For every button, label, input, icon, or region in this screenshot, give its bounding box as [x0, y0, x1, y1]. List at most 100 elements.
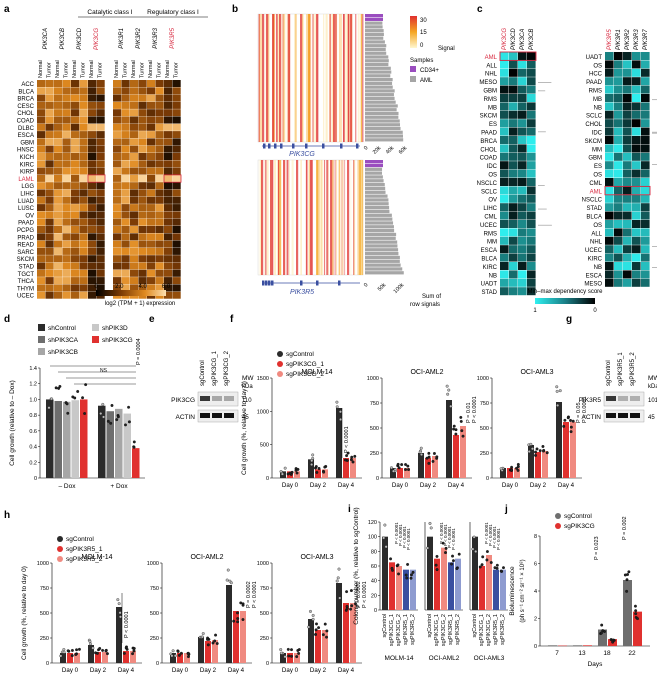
c-cell — [605, 77, 614, 86]
c-cell — [641, 236, 650, 245]
data-point — [290, 648, 293, 652]
i-xlabel: sgPIK3R5_1 — [493, 614, 499, 645]
sum-label-1: Sum of — [422, 294, 441, 300]
d-legend-label: shPIK3CB — [48, 349, 78, 356]
a-cell — [96, 204, 105, 212]
signal-colorbar — [410, 16, 417, 48]
c-row-label: STAD — [481, 290, 497, 296]
data-point — [116, 598, 120, 602]
c-cell — [518, 203, 527, 212]
data-point — [351, 460, 355, 464]
a-col-tumor: Tumor — [98, 62, 104, 78]
growth-bar — [240, 611, 246, 663]
c-cell — [527, 194, 536, 203]
panel-label-a: a — [4, 4, 10, 15]
c-cell — [527, 77, 536, 86]
a-cell — [155, 211, 164, 219]
a-cell — [130, 116, 139, 124]
y-tick: 20 — [371, 593, 377, 599]
growth-bar — [514, 468, 520, 478]
data-point — [215, 642, 219, 645]
a-cell — [164, 153, 173, 160]
growth-bar — [453, 435, 459, 478]
data-point — [410, 573, 413, 577]
blot-band-actin — [606, 413, 616, 418]
growth-pval: P = 0.0002 — [356, 581, 362, 608]
a-cell — [121, 160, 130, 168]
a-cell — [164, 269, 173, 277]
signal-stripe — [283, 14, 285, 142]
c-cell — [614, 186, 623, 195]
growth-bar — [280, 653, 286, 663]
c-cell — [641, 152, 650, 161]
row-sum-bar — [365, 55, 389, 59]
c-cell — [605, 220, 614, 228]
signal-stripe-strong — [300, 14, 303, 142]
c-cell — [605, 245, 614, 254]
c-cell — [500, 102, 509, 111]
a-cell — [54, 218, 63, 226]
data-point — [241, 618, 245, 621]
y-tick: 500 — [40, 611, 49, 617]
d-pval: P = 0.0004 — [136, 338, 142, 365]
data-point — [555, 385, 559, 389]
y-tick: 1000 — [257, 561, 269, 567]
signal-stripe — [336, 160, 338, 275]
data-point — [418, 450, 422, 454]
a-cell — [62, 211, 71, 219]
j-day: 18 — [603, 650, 611, 657]
c-leg-tick-1: 1 — [533, 308, 537, 314]
row-sum-bar — [365, 104, 398, 108]
a-cell — [37, 269, 46, 277]
row-sum-bar — [365, 255, 400, 260]
c-cell — [605, 60, 614, 69]
data-point — [345, 590, 349, 594]
y-tick: 250 — [260, 636, 269, 642]
a-cell — [62, 233, 71, 241]
y-tick: 500 — [150, 611, 159, 617]
c-cell — [623, 102, 632, 111]
a-cell — [45, 116, 54, 124]
growth-title: OCI-AML3 — [300, 554, 333, 561]
a-cell — [37, 101, 46, 109]
j-bar — [558, 645, 567, 647]
a-cell — [164, 101, 173, 109]
panel-b-signal-heatmaps: PIK3CG PIK3R5 0 20k 40k 60k 0 50k 100k Sum of… — [257, 13, 455, 308]
a-cell — [147, 255, 156, 263]
data-point — [206, 637, 209, 641]
a-cell — [113, 145, 122, 153]
growth-bar — [205, 641, 211, 663]
data-point — [315, 470, 319, 474]
a-cell — [71, 255, 80, 263]
a-cell — [88, 116, 97, 124]
aml-swatch — [410, 76, 416, 82]
blot-mw-unit: kDa — [242, 384, 253, 390]
y-tick: 100 — [368, 535, 377, 541]
a-cell — [164, 138, 173, 146]
data-point — [599, 631, 603, 635]
data-point — [200, 635, 204, 639]
c-cell — [500, 278, 509, 287]
data-point — [101, 402, 105, 406]
a-cell — [45, 109, 54, 117]
data-point — [527, 450, 531, 454]
signal-stripe — [359, 160, 360, 275]
c-row-label: IDC — [592, 131, 603, 137]
c-cell — [518, 94, 527, 102]
signal-stripe — [347, 14, 348, 142]
data-point — [626, 573, 629, 576]
a-cell — [71, 94, 80, 102]
a-col-normal: Normal — [131, 60, 137, 78]
a-col-tumor: Tumor — [157, 62, 163, 78]
a-col-tumor: Tumor — [81, 62, 87, 78]
a-cell — [54, 123, 63, 131]
c-cell — [641, 203, 650, 212]
signal-stripe-strong — [350, 14, 353, 142]
growth-day: Day 0 — [282, 482, 299, 489]
data-point — [124, 423, 127, 427]
growth-pval: P = 0.05 — [576, 402, 582, 423]
growth-bar — [350, 603, 356, 663]
a-cell — [71, 240, 80, 248]
a-cell — [37, 204, 46, 212]
c-cell — [614, 178, 623, 186]
